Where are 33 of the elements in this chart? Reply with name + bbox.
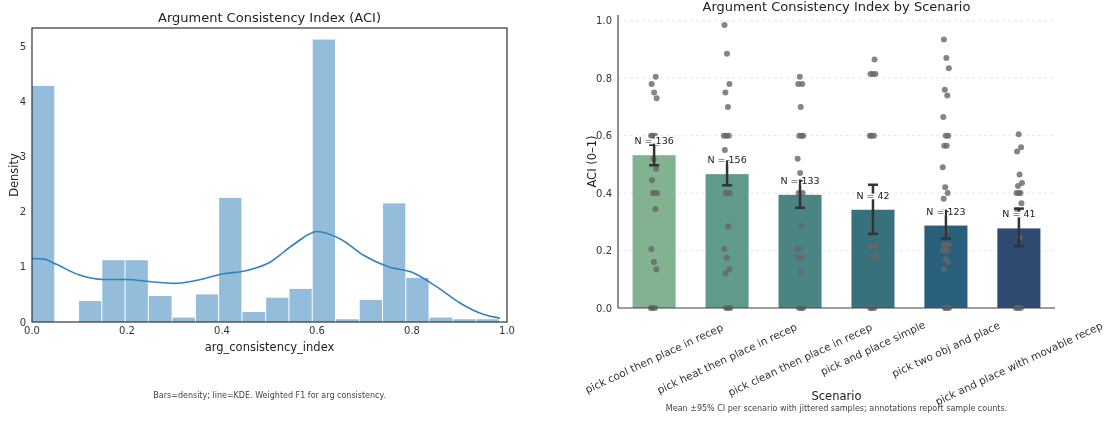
text: Bars=density; line=KDE. Weighted F1 for arg consistency.: [153, 391, 386, 400]
y-tick-label: 5: [19, 40, 26, 52]
bar: [997, 228, 1041, 308]
bar: [632, 155, 676, 308]
y-tick-label: 4: [19, 95, 26, 107]
y-tick-label: 3: [19, 151, 26, 163]
x-tick-label: 0.8: [404, 325, 420, 336]
bar: [924, 225, 968, 308]
bar: [851, 209, 895, 308]
x-tick-label: 0.4: [214, 325, 230, 336]
bar: [705, 174, 749, 308]
annotation: N = 156: [707, 154, 747, 166]
x-axis-title: Scenario: [811, 389, 862, 403]
x-tick-label: 0.6: [309, 325, 325, 336]
chart-title: Argument Consistency Index by Scenario: [702, 0, 971, 14]
annotation: N = 123: [926, 205, 966, 217]
y-tick-label: 1: [19, 261, 26, 273]
annotation: N = 136: [634, 135, 674, 147]
annotation: N = 133: [780, 174, 820, 186]
x-tick-label: 1.0: [499, 325, 515, 336]
y-axis-title: Density: [7, 152, 21, 197]
chart-title: Argument Consistency Index (ACI): [157, 10, 382, 25]
y-tick-label: 0.4: [596, 187, 612, 199]
y-tick-label: 0.8: [596, 72, 612, 84]
bar: [778, 194, 822, 308]
y-tick-label: 1.0: [596, 15, 612, 27]
y-tick-label: 2: [19, 206, 26, 218]
y-tick-label: 0: [19, 316, 26, 328]
x-axis-title: arg_consistency_index: [204, 340, 335, 354]
y-tick-label: 0.6: [596, 130, 612, 142]
y-tick-label: 0.2: [596, 245, 612, 257]
x-tick-label: 0.2: [119, 325, 135, 336]
y-tick-label: 0.0: [596, 302, 612, 314]
